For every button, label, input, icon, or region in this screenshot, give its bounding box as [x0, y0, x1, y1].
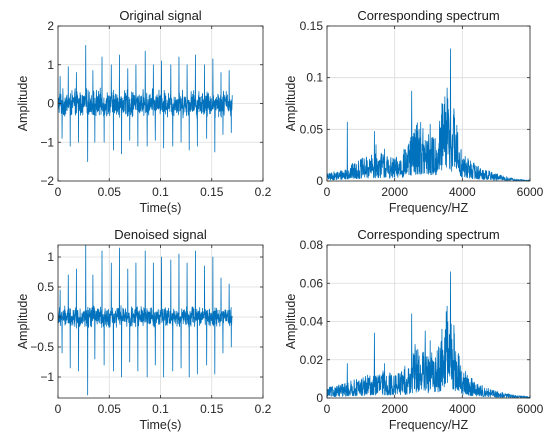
y-axis-label: Amplitude — [16, 294, 30, 350]
y-axis-label: Amplitude — [16, 76, 30, 132]
series-line — [58, 44, 233, 163]
y-tick-label: −1 — [40, 135, 54, 149]
y-tick-label: 0.1 — [306, 71, 323, 85]
chart-title: Corresponding spectrum — [357, 8, 499, 23]
y-tick-label: −0.5 — [30, 340, 54, 354]
x-axis-label: Frequency/HZ — [389, 201, 469, 215]
x-tick-label: 0.15 — [200, 185, 224, 199]
y-tick-label: 1 — [47, 250, 54, 264]
y-tick-label: 0 — [316, 174, 323, 188]
y-tick-label: −1 — [40, 370, 54, 384]
x-tick-label: 0.05 — [98, 402, 122, 416]
y-tick-label: 2 — [47, 19, 54, 33]
x-tick-label: 0.2 — [255, 402, 272, 416]
x-tick-label: 6000 — [517, 402, 544, 416]
y-tick-label: 0 — [316, 391, 323, 405]
subplot-3: 0 0.05 0.1 0.15 0.2 −1 −0.5 0 0.5 1 Denoised signa… — [16, 227, 272, 432]
chart-title: Denoised signal — [114, 227, 207, 242]
x-tick-label: 0.1 — [152, 185, 169, 199]
y-tick-label: 0.08 — [300, 238, 324, 252]
x-tick-label: 0 — [55, 402, 62, 416]
y-tick-label: 0.06 — [300, 276, 324, 290]
subplot-2: 0 2000 4000 6000 0 0.05 0.1 0.15 Corresponding s… — [284, 8, 544, 215]
y-tick-label: 0 — [47, 310, 54, 324]
series-line — [327, 48, 530, 181]
subplot-1: 0 0.05 0.1 0.15 0.2 −2 −1 0 1 2 Original signal Tim… — [16, 8, 272, 215]
series-line — [58, 245, 233, 396]
x-tick-label: 4000 — [449, 402, 476, 416]
y-tick-label: 0 — [47, 97, 54, 111]
x-tick-label: 6000 — [517, 185, 544, 199]
x-tick-label: 0.05 — [98, 185, 122, 199]
subplot-4: 0 2000 4000 6000 0 0.02 0.04 0.06 0.08 Correspond… — [284, 227, 544, 432]
chart-title: Original signal — [119, 8, 201, 23]
x-tick-label: 0.2 — [255, 185, 272, 199]
y-tick-label: 0.02 — [300, 353, 324, 367]
x-tick-label: 0.1 — [152, 402, 169, 416]
x-tick-label: 2000 — [381, 402, 408, 416]
x-tick-label: 0 — [55, 185, 62, 199]
y-tick-label: 1 — [47, 58, 54, 72]
x-tick-label: 4000 — [449, 185, 476, 199]
x-axis-label: Frequency/HZ — [389, 418, 469, 432]
x-tick-label: 0 — [324, 185, 331, 199]
chart-title: Corresponding spectrum — [357, 227, 499, 242]
x-axis-label: Time(s) — [140, 201, 182, 215]
x-tick-label: 2000 — [381, 185, 408, 199]
series-line — [327, 271, 530, 398]
x-tick-label: 0.15 — [200, 402, 224, 416]
y-tick-label: 0.5 — [37, 280, 54, 294]
y-axis-label: Amplitude — [284, 76, 298, 132]
axes-frame — [326, 25, 531, 182]
y-tick-label: 0.05 — [300, 122, 324, 136]
y-tick-label: 0.15 — [300, 19, 324, 33]
x-tick-label: 0 — [324, 402, 331, 416]
y-tick-label: −2 — [40, 174, 54, 188]
y-tick-label: 0.04 — [300, 315, 324, 329]
x-axis-label: Time(s) — [140, 418, 182, 432]
y-axis-label: Amplitude — [284, 294, 298, 350]
